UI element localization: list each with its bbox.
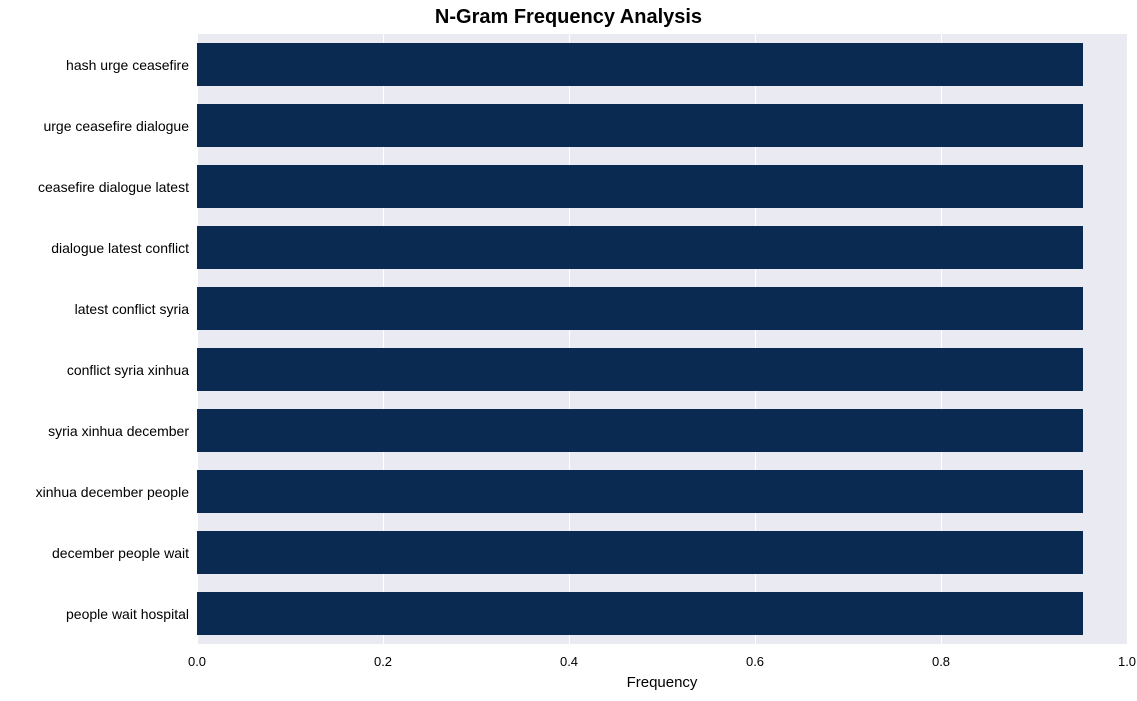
x-tick-label: 0.6 <box>746 654 764 669</box>
y-tick-label: hash urge ceasefire <box>66 57 189 73</box>
bar <box>197 409 1083 453</box>
gridline <box>1127 34 1128 644</box>
bar <box>197 165 1083 209</box>
x-tick-label: 0.8 <box>932 654 950 669</box>
bar <box>197 470 1083 514</box>
y-tick-label: urge ceasefire dialogue <box>43 118 189 134</box>
x-tick-label: 0.0 <box>188 654 206 669</box>
y-tick-label: december people wait <box>52 545 189 561</box>
x-tick-label: 0.2 <box>374 654 392 669</box>
bar <box>197 531 1083 575</box>
y-tick-label: people wait hospital <box>66 606 189 622</box>
y-tick-label: syria xinhua december <box>48 423 189 439</box>
x-axis-label: Frequency <box>462 674 862 691</box>
bar <box>197 348 1083 392</box>
bar <box>197 287 1083 331</box>
y-tick-label: ceasefire dialogue latest <box>38 179 189 195</box>
bar <box>197 104 1083 148</box>
x-tick-label: 0.4 <box>560 654 578 669</box>
y-tick-label: latest conflict syria <box>75 301 189 317</box>
bar <box>197 592 1083 636</box>
y-tick-label: conflict syria xinhua <box>67 362 189 378</box>
y-tick-label: xinhua december people <box>36 484 189 500</box>
plot-area <box>197 34 1127 644</box>
chart-container: N-Gram Frequency Analysis hash urge ceas… <box>0 0 1137 701</box>
x-tick-label: 1.0 <box>1118 654 1136 669</box>
y-tick-label: dialogue latest conflict <box>51 240 189 256</box>
chart-title: N-Gram Frequency Analysis <box>0 6 1137 29</box>
bar <box>197 43 1083 87</box>
bar <box>197 226 1083 270</box>
